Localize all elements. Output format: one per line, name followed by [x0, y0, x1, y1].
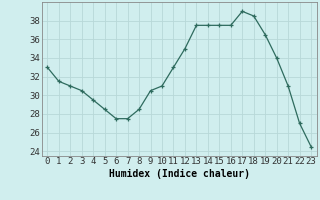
X-axis label: Humidex (Indice chaleur): Humidex (Indice chaleur): [109, 169, 250, 179]
